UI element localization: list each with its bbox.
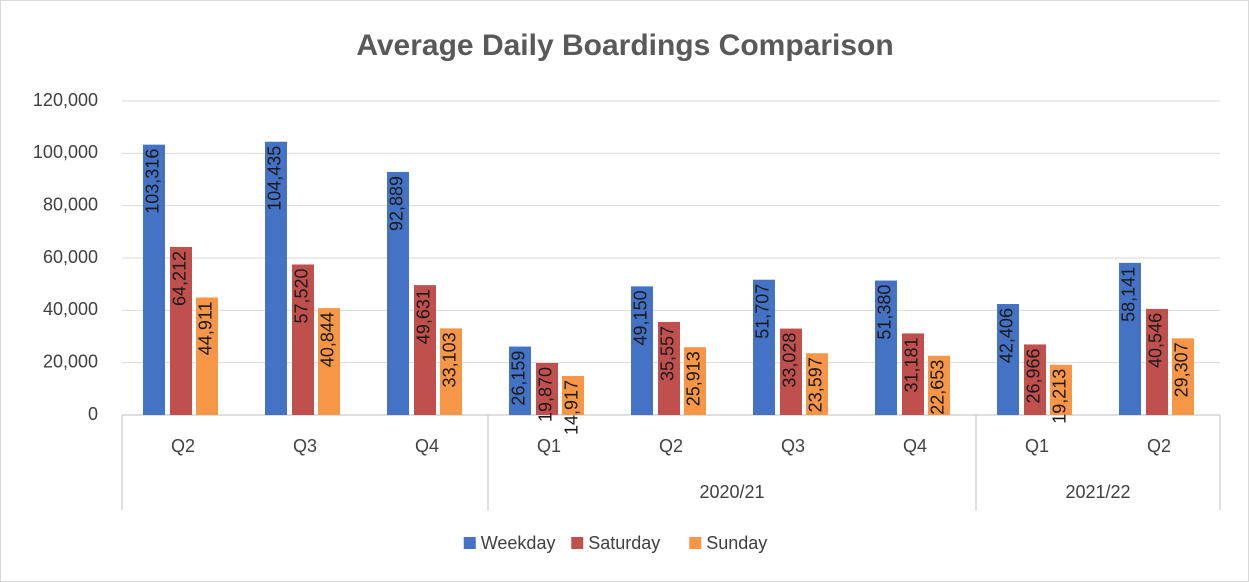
- bar: [1024, 344, 1046, 415]
- data-label: 35,557: [658, 326, 678, 381]
- y-tick-label: 120,000: [33, 90, 98, 110]
- bar: [902, 333, 924, 415]
- data-label: 51,380: [875, 285, 895, 340]
- x-tick-label: Q4: [903, 436, 927, 456]
- data-label: 40,546: [1146, 313, 1166, 368]
- bar: [414, 285, 436, 415]
- bar: [1050, 364, 1072, 415]
- bar: [170, 246, 192, 415]
- legend-label: Saturday: [588, 533, 660, 553]
- bar: [684, 347, 706, 415]
- data-label: 31,181: [902, 337, 922, 392]
- x-tick-label: Q1: [537, 436, 561, 456]
- y-tick-label: 20,000: [43, 351, 98, 371]
- x-tick-label: Q2: [171, 436, 195, 456]
- data-label: 25,913: [684, 351, 704, 406]
- group-label: 2021/22: [1065, 482, 1130, 502]
- y-tick-label: 0: [88, 404, 98, 424]
- data-label: 58,141: [1119, 267, 1139, 322]
- legend-swatch: [571, 537, 584, 549]
- data-label: 42,406: [997, 308, 1017, 363]
- legend-label: Weekday: [481, 533, 556, 553]
- bar: [562, 375, 584, 415]
- data-label: 49,150: [631, 290, 651, 345]
- x-tick-label: Q3: [293, 436, 317, 456]
- bar: [997, 304, 1019, 415]
- data-label: 26,159: [509, 351, 529, 406]
- data-label: 44,911: [196, 301, 216, 355]
- x-tick-label: Q2: [1147, 436, 1171, 456]
- bar: [196, 297, 218, 415]
- data-label: 19,213: [1050, 369, 1070, 424]
- data-label: 92,889: [387, 176, 407, 231]
- y-tick-label: 100,000: [33, 142, 98, 162]
- bar: [1119, 262, 1141, 415]
- chart-title: Average Daily Boardings Comparison: [356, 29, 893, 62]
- y-tick-label: 40,000: [43, 299, 98, 319]
- bar: [1172, 338, 1194, 415]
- bar: [631, 286, 653, 415]
- legend-label: Sunday: [706, 533, 767, 553]
- data-label: 40,844: [318, 312, 338, 367]
- bar: [928, 355, 950, 415]
- y-tick-label: 80,000: [43, 194, 98, 214]
- bar: [875, 280, 897, 415]
- bar: [1146, 308, 1168, 415]
- bar: [440, 328, 462, 415]
- x-tick-label: Q1: [1025, 436, 1049, 456]
- data-label: 23,597: [806, 357, 826, 412]
- data-label: 103,316: [143, 149, 163, 214]
- bar: [658, 321, 680, 415]
- data-label: 22,653: [928, 360, 948, 415]
- data-label: 64,212: [170, 251, 190, 306]
- legend-swatch: [463, 537, 476, 549]
- data-label: 51,707: [753, 284, 773, 339]
- bar: [753, 279, 775, 415]
- group-label: 2020/21: [699, 482, 764, 502]
- x-tick-label: Q3: [781, 436, 805, 456]
- data-label: 104,435: [265, 146, 285, 211]
- data-label: 57,520: [292, 268, 312, 323]
- bar: [780, 328, 802, 415]
- data-label: 14,917: [562, 380, 582, 435]
- bar: [806, 353, 828, 415]
- legend-swatch: [689, 537, 702, 549]
- bar: [143, 144, 165, 415]
- data-label: 49,631: [414, 289, 434, 344]
- data-label: 29,307: [1172, 342, 1192, 397]
- bar: [318, 308, 340, 415]
- x-tick-label: Q2: [659, 436, 683, 456]
- data-label: 33,028: [780, 333, 800, 388]
- bar: [292, 264, 314, 415]
- data-label: 33,103: [440, 332, 460, 387]
- data-label: 19,870: [536, 367, 556, 422]
- bar: [265, 141, 287, 415]
- x-tick-label: Q4: [415, 436, 439, 456]
- bar: [536, 363, 558, 415]
- data-label: 26,966: [1024, 348, 1044, 403]
- bar: [387, 171, 409, 415]
- y-tick-label: 60,000: [43, 247, 98, 267]
- bar: [509, 346, 531, 415]
